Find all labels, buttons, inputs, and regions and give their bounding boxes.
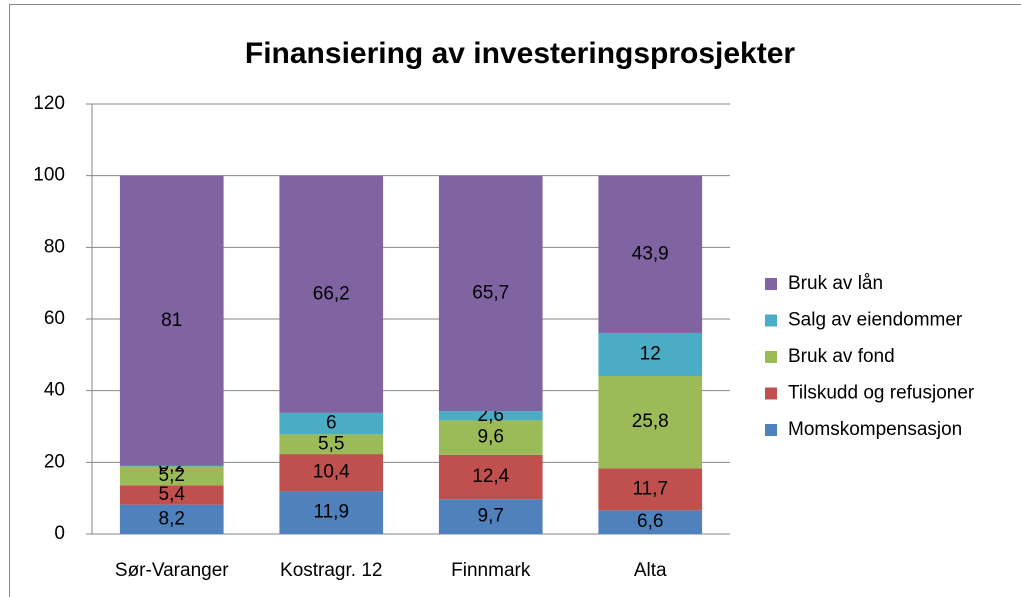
data-label: 65,7	[472, 282, 509, 303]
data-label: 25,8	[632, 411, 669, 432]
chart-title: Finansiering av investeringsprosjekter	[245, 37, 796, 70]
bar-segment	[438, 420, 543, 455]
data-label: 43,9	[632, 243, 669, 264]
legend-label: Momskompensasjon	[788, 419, 962, 440]
data-label: 12	[640, 343, 661, 364]
data-label: 5,5	[318, 433, 344, 454]
data-label: 6	[326, 413, 337, 434]
bar-segment	[119, 175, 224, 466]
bar-segment	[598, 510, 703, 534]
y-tick-label: 80	[44, 236, 65, 257]
bar-segment	[119, 466, 224, 486]
data-label: 5,2	[159, 465, 185, 486]
bar-segment	[438, 499, 543, 534]
bar-segment	[598, 375, 703, 469]
data-label: 11,7	[632, 478, 668, 499]
legend-swatch	[765, 424, 777, 436]
data-label: 5,4	[159, 484, 186, 505]
data-label: 9,6	[478, 427, 504, 448]
bar-segment	[279, 175, 384, 413]
bar-segment	[598, 468, 703, 511]
legend-label: Salg av eiendommer	[788, 310, 963, 331]
bar-segment	[279, 412, 384, 435]
legend-swatch	[765, 278, 777, 290]
x-tick-label: Sør-Varanger	[115, 560, 229, 581]
data-label: 12,4	[472, 466, 509, 487]
y-tick-label: 0	[54, 523, 65, 544]
legend-label: Bruk av fond	[788, 346, 895, 367]
legend-swatch	[765, 387, 777, 400]
bar-segment	[438, 454, 543, 500]
bar-segment	[119, 485, 224, 505]
legend-label: Tilskudd og refusjoner	[788, 383, 975, 404]
data-label: 6,6	[637, 511, 663, 532]
legend-label: Bruk av lån	[788, 273, 883, 294]
bar-segment	[119, 504, 224, 534]
y-tick-label: 20	[44, 451, 65, 472]
x-tick-label: Kostragr. 12	[280, 560, 382, 581]
y-tick-label: 40	[44, 380, 65, 401]
data-label: 66,2	[313, 283, 350, 304]
y-tick-label: 100	[33, 165, 65, 186]
y-tick-label: 60	[44, 308, 65, 329]
bar-segment	[438, 411, 543, 421]
bar-segment	[279, 491, 384, 534]
y-tick-label: 120	[33, 93, 65, 114]
legend-swatch	[765, 351, 777, 363]
data-label: 11,9	[313, 502, 349, 523]
bar-segment	[119, 465, 224, 467]
legend-swatch	[765, 314, 777, 327]
data-label: 9,7	[478, 506, 504, 527]
bar-segment	[598, 332, 703, 376]
data-label: 8,2	[159, 508, 185, 529]
data-label: 10,4	[313, 462, 350, 483]
bar-segment	[438, 175, 543, 412]
bar-segment	[279, 454, 384, 492]
x-tick-label: Finnmark	[451, 560, 531, 581]
x-tick-label: Alta	[634, 560, 667, 581]
bar-segment	[598, 175, 703, 333]
data-label: 81	[161, 310, 182, 331]
bar-segment	[279, 434, 384, 455]
